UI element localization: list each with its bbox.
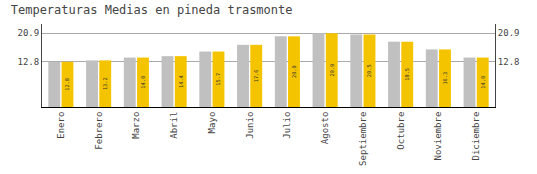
svg-text:20.0: 20.0 bbox=[291, 65, 297, 78]
svg-text:Noviembre: Noviembre bbox=[433, 112, 443, 161]
svg-text:20.9: 20.9 bbox=[498, 28, 520, 38]
svg-text:Diciembre: Diciembre bbox=[471, 112, 481, 161]
svg-text:Julio: Julio bbox=[282, 112, 292, 139]
svg-text:12.8: 12.8 bbox=[498, 57, 520, 67]
svg-text:Septiembre: Septiembre bbox=[358, 112, 368, 166]
svg-text:16.3: 16.3 bbox=[442, 72, 448, 85]
svg-text:Octubre: Octubre bbox=[396, 112, 406, 150]
svg-text:14.0: 14.0 bbox=[480, 76, 486, 89]
svg-text:14.4: 14.4 bbox=[178, 75, 184, 88]
svg-text:Marzo: Marzo bbox=[131, 112, 141, 139]
svg-text:20.9: 20.9 bbox=[18, 28, 40, 38]
svg-text:Agosto: Agosto bbox=[320, 112, 330, 145]
svg-text:Mayo: Mayo bbox=[207, 112, 217, 134]
svg-text:12.8: 12.8 bbox=[18, 57, 40, 67]
svg-text:14.0: 14.0 bbox=[140, 76, 146, 89]
svg-text:15.7: 15.7 bbox=[215, 73, 221, 86]
svg-text:Enero: Enero bbox=[56, 112, 66, 139]
svg-text:18.5: 18.5 bbox=[404, 68, 410, 81]
svg-text:Temperaturas Medias en pineda: Temperaturas Medias en pineda trasmonte bbox=[11, 3, 293, 17]
svg-text:13.2: 13.2 bbox=[102, 77, 108, 90]
svg-text:Abril: Abril bbox=[169, 112, 179, 139]
svg-text:Junio: Junio bbox=[245, 112, 255, 139]
svg-text:12.8: 12.8 bbox=[64, 78, 70, 91]
svg-text:Febrero: Febrero bbox=[94, 112, 104, 150]
svg-text:20.5: 20.5 bbox=[366, 64, 372, 77]
svg-text:17.6: 17.6 bbox=[253, 70, 259, 83]
svg-text:20.9: 20.9 bbox=[329, 64, 335, 77]
